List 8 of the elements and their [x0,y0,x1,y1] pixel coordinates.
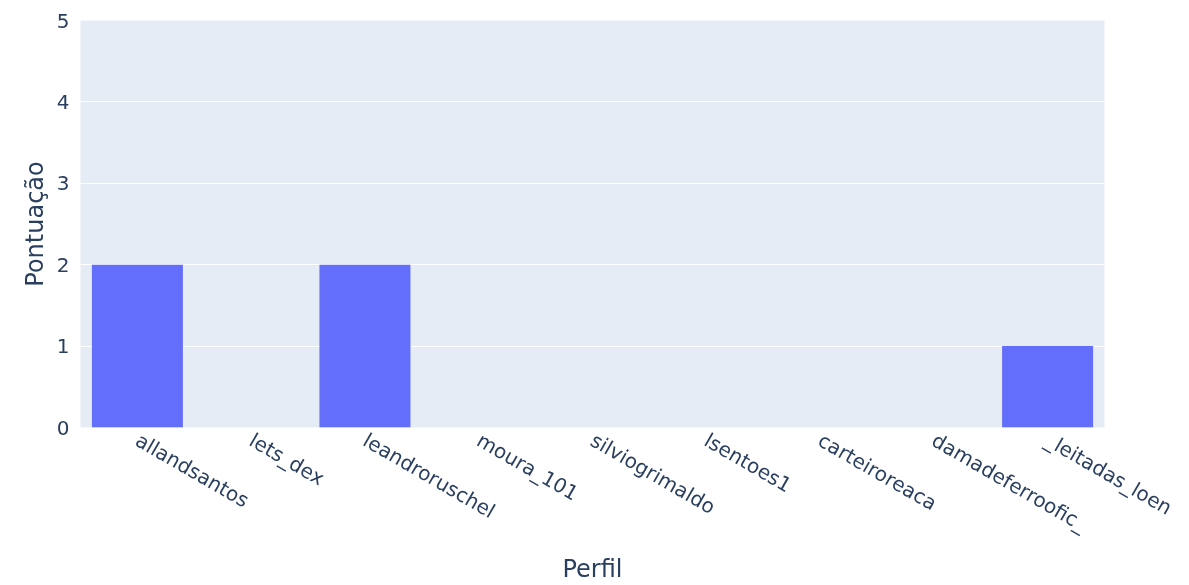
y-tick-label: 0 [56,415,70,440]
y-tick-label: 5 [56,8,70,33]
y-tick-label: 2 [56,252,70,277]
y-axis-title: Pontuação [20,161,49,287]
x-axis-title: Perfil [562,554,623,583]
y-tick-label: 1 [56,334,70,359]
y-tick-label: 3 [56,171,70,196]
y-tick-label: 4 [56,89,70,114]
